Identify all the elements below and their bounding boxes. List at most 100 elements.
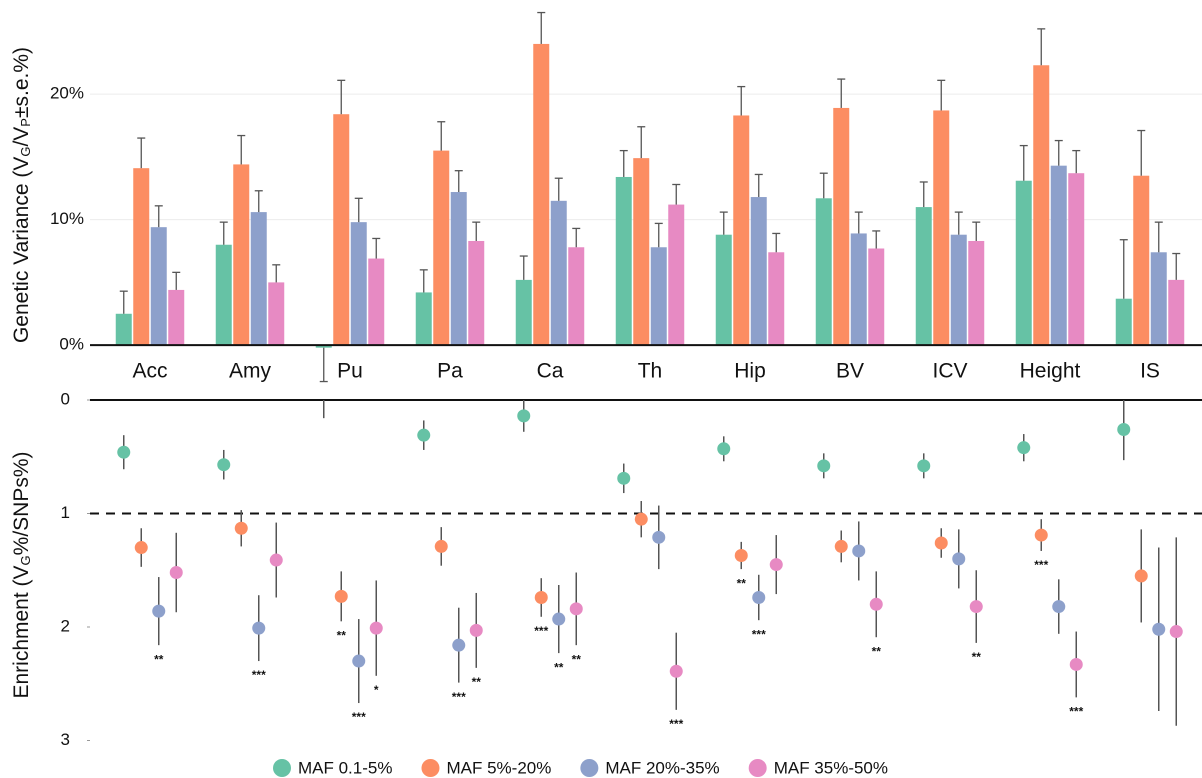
error-bar [954, 211, 963, 235]
error-bar [619, 149, 628, 177]
dot [652, 530, 666, 544]
dot [669, 664, 683, 678]
bar [550, 200, 567, 346]
dot [234, 521, 248, 535]
dot [569, 602, 583, 616]
bar [233, 164, 250, 346]
bar [250, 212, 267, 346]
y-tick-label: 0 [61, 389, 70, 408]
dot [152, 604, 166, 618]
significance-label: ** [337, 628, 347, 642]
legend-label: MAF 35%-50% [774, 758, 888, 777]
bar [533, 43, 550, 346]
bar [515, 279, 532, 346]
y-tick-label: 10% [50, 209, 84, 228]
dot [752, 590, 766, 604]
error-bar [354, 197, 363, 223]
error-bar [637, 126, 646, 159]
bar [150, 227, 167, 346]
bar [833, 107, 850, 346]
error-bar [919, 181, 928, 208]
dot [969, 600, 983, 614]
error-bar [837, 78, 846, 108]
significance-label: ** [472, 675, 482, 689]
dot [134, 541, 148, 555]
error-bar [272, 264, 281, 283]
dot [1134, 569, 1148, 583]
significance-label: ** [554, 660, 564, 674]
dot [1169, 625, 1183, 639]
significance-label: ** [154, 652, 164, 666]
error-bar [937, 79, 946, 111]
bar [815, 198, 832, 346]
error-bar [554, 177, 563, 201]
dot [517, 409, 531, 423]
bar [768, 252, 785, 346]
bar [215, 244, 232, 346]
dot [1117, 423, 1131, 437]
legend-marker [273, 759, 291, 777]
dot [117, 445, 131, 459]
bar [1133, 175, 1150, 346]
bar [715, 234, 732, 346]
bar [1115, 298, 1132, 346]
significance-label: ** [572, 652, 582, 666]
bar [915, 207, 932, 346]
error-bar [737, 85, 746, 116]
error-bar [372, 237, 381, 259]
dot [617, 471, 631, 485]
y-axis-label: Genetic Variance (VG/VP±s.e.%) [10, 47, 34, 343]
significance-label: * [374, 683, 379, 697]
y-tick-label: 2 [61, 616, 70, 635]
error-bar [819, 172, 828, 199]
error-bar [1019, 144, 1028, 181]
legend-label: MAF 20%-35% [605, 758, 719, 777]
significance-label: *** [1034, 558, 1048, 572]
dot [369, 621, 383, 635]
error-bar [154, 205, 163, 228]
dot [534, 590, 548, 604]
x-tick-label: Acc [132, 360, 167, 383]
error-bar [219, 221, 228, 245]
dot [434, 539, 448, 553]
bar [933, 110, 950, 346]
bar [950, 234, 967, 346]
dot [952, 552, 966, 566]
bar [568, 247, 585, 346]
y-axis-label-part: G [18, 147, 33, 157]
bar [1050, 165, 1067, 346]
bar [615, 176, 632, 346]
error-bar [1037, 28, 1046, 66]
y-axis-label-part: P [18, 118, 33, 127]
dot [634, 512, 648, 526]
y-axis-label-part: %/SNPs%) [10, 451, 33, 555]
significance-label: *** [252, 668, 266, 682]
error-bar [1119, 239, 1128, 299]
x-tick-label: Ca [537, 360, 564, 383]
x-tick-label: BV [836, 360, 864, 383]
bar [633, 158, 650, 346]
error-bar [472, 221, 481, 241]
error-bar [1172, 252, 1181, 280]
bar [268, 282, 285, 346]
error-bar [1072, 149, 1081, 174]
bar [850, 233, 867, 346]
error-bar [319, 347, 328, 383]
legend-label: MAF 5%-20% [446, 758, 551, 777]
dot [1017, 441, 1031, 455]
legend-marker [748, 759, 767, 777]
error-bar [572, 227, 581, 248]
error-bar [172, 271, 181, 290]
bar [433, 150, 450, 346]
dot [417, 428, 431, 442]
error-bar [437, 121, 446, 151]
error-bar [454, 170, 463, 193]
dot [1069, 657, 1083, 671]
bar [750, 197, 767, 346]
significance-label: ** [737, 576, 747, 590]
dot [769, 558, 783, 572]
error-bar [672, 183, 681, 205]
bar [868, 248, 885, 346]
error-bar [719, 211, 728, 235]
x-tick-label: Pa [437, 360, 463, 383]
